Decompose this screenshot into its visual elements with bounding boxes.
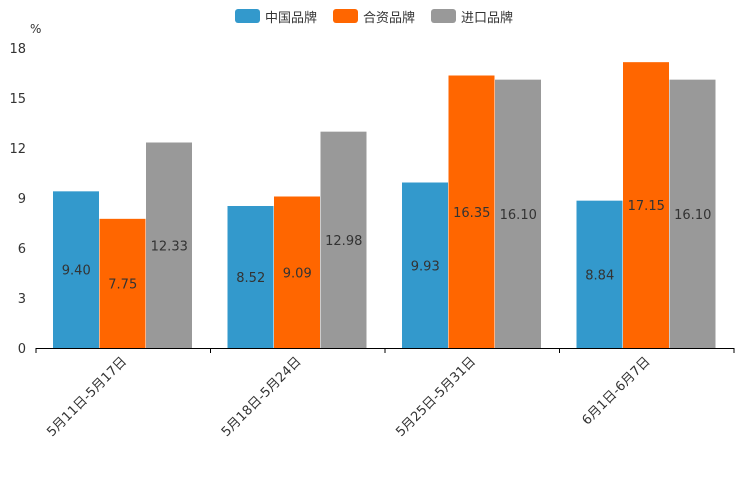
legend-swatch-china-brand [235,9,260,23]
legend-label-imported: 进口品牌 [461,10,514,26]
y-tick-label: 6 [18,242,26,257]
bar-1-1 [274,196,320,348]
bar-0-3 [576,200,623,348]
y-tick-label: 15 [9,92,26,107]
data-label: 16.10 [674,208,711,223]
x-category-label: 6月1日-6月7日 [579,354,653,428]
bar-0-1 [227,206,274,348]
legend: 中国品牌 合资品牌 进口品牌 [235,7,529,26]
y-tick-label: 9 [18,192,26,207]
bar-2-1 [320,131,367,348]
bar-1-0 [99,218,146,348]
bar-1-3 [623,62,669,349]
data-label: 9.93 [411,259,440,274]
data-label: 9.09 [283,266,312,281]
legend-swatch-imported [431,9,457,23]
x-category-label: 5月18日-5月24日 [219,354,305,440]
y-axis-unit: % [30,22,42,36]
data-label: 8.52 [236,271,265,286]
legend-swatch-joint-venture [333,9,359,23]
x-category-label: 5月11日-5月17日 [44,354,130,440]
y-tick-label: 12 [9,142,26,157]
legend-item-joint-venture[interactable]: 合资品牌 [333,7,415,26]
data-label: 8.84 [585,268,614,283]
y-tick-label: 3 [18,292,26,307]
bar-0-0 [53,191,99,348]
data-label: 16.35 [453,206,490,221]
data-label: 17.15 [628,199,665,214]
bar-0-2 [402,182,448,348]
legend-label-china-brand: 中国品牌 [265,10,318,26]
legend-label-joint-venture: 合资品牌 [363,10,416,26]
data-label: 12.33 [151,239,188,254]
data-label: 9.40 [62,264,91,279]
data-label: 7.75 [108,277,137,292]
data-label: 16.10 [500,208,537,223]
legend-item-imported[interactable]: 进口品牌 [431,7,513,26]
x-category-label: 5月25日-5月31日 [393,354,479,440]
bar-1-2 [448,75,495,348]
bar-2-2 [495,79,541,349]
legend-item-china-brand[interactable]: 中国品牌 [235,7,317,26]
y-tick-label: 18 [9,42,26,57]
bar-2-3 [669,79,716,349]
bar-2-0 [146,142,192,348]
data-label: 12.98 [325,234,362,249]
y-tick-label: 0 [18,342,26,357]
